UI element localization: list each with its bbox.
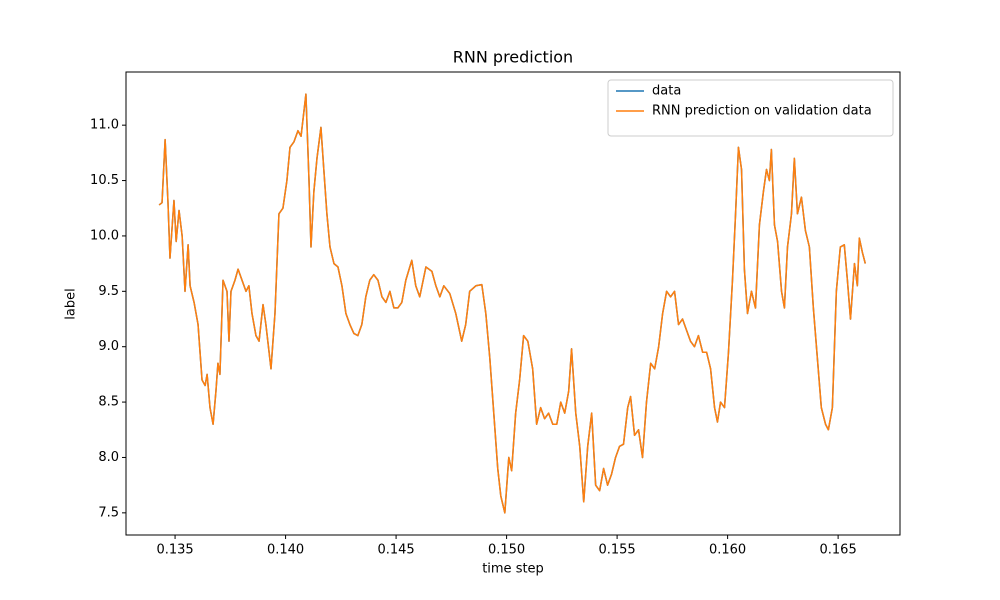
y-tick-label: 7.5	[98, 505, 119, 520]
y-tick-label: 9.5	[98, 284, 119, 299]
y-tick-label: 10.5	[90, 173, 119, 188]
x-tick-label: 0.135	[156, 543, 193, 558]
series-line	[158, 93, 867, 514]
legend-box	[607, 79, 894, 137]
plot-frame	[125, 71, 901, 536]
legend-label: data	[652, 84, 681, 99]
y-tick-label: 9.0	[98, 339, 119, 354]
x-tick-label: 0.155	[598, 543, 635, 558]
y-tick-label: 8.5	[98, 395, 119, 410]
x-tick-label: 0.140	[267, 543, 304, 558]
x-tick-label: 0.165	[820, 543, 857, 558]
x-tick-label: 0.160	[709, 543, 746, 558]
legend-label: RNN prediction on validation data	[652, 104, 872, 119]
x-axis-label: time step	[482, 562, 544, 577]
x-tick-label: 0.145	[377, 543, 414, 558]
chart-title: RNN prediction	[453, 48, 573, 67]
y-tick-label: 8.0	[98, 450, 119, 465]
x-tick-label: 0.150	[488, 543, 525, 558]
y-axis-label: label	[64, 288, 79, 319]
y-tick-label: 10.0	[90, 228, 119, 243]
y-tick-label: 11.0	[90, 118, 119, 133]
